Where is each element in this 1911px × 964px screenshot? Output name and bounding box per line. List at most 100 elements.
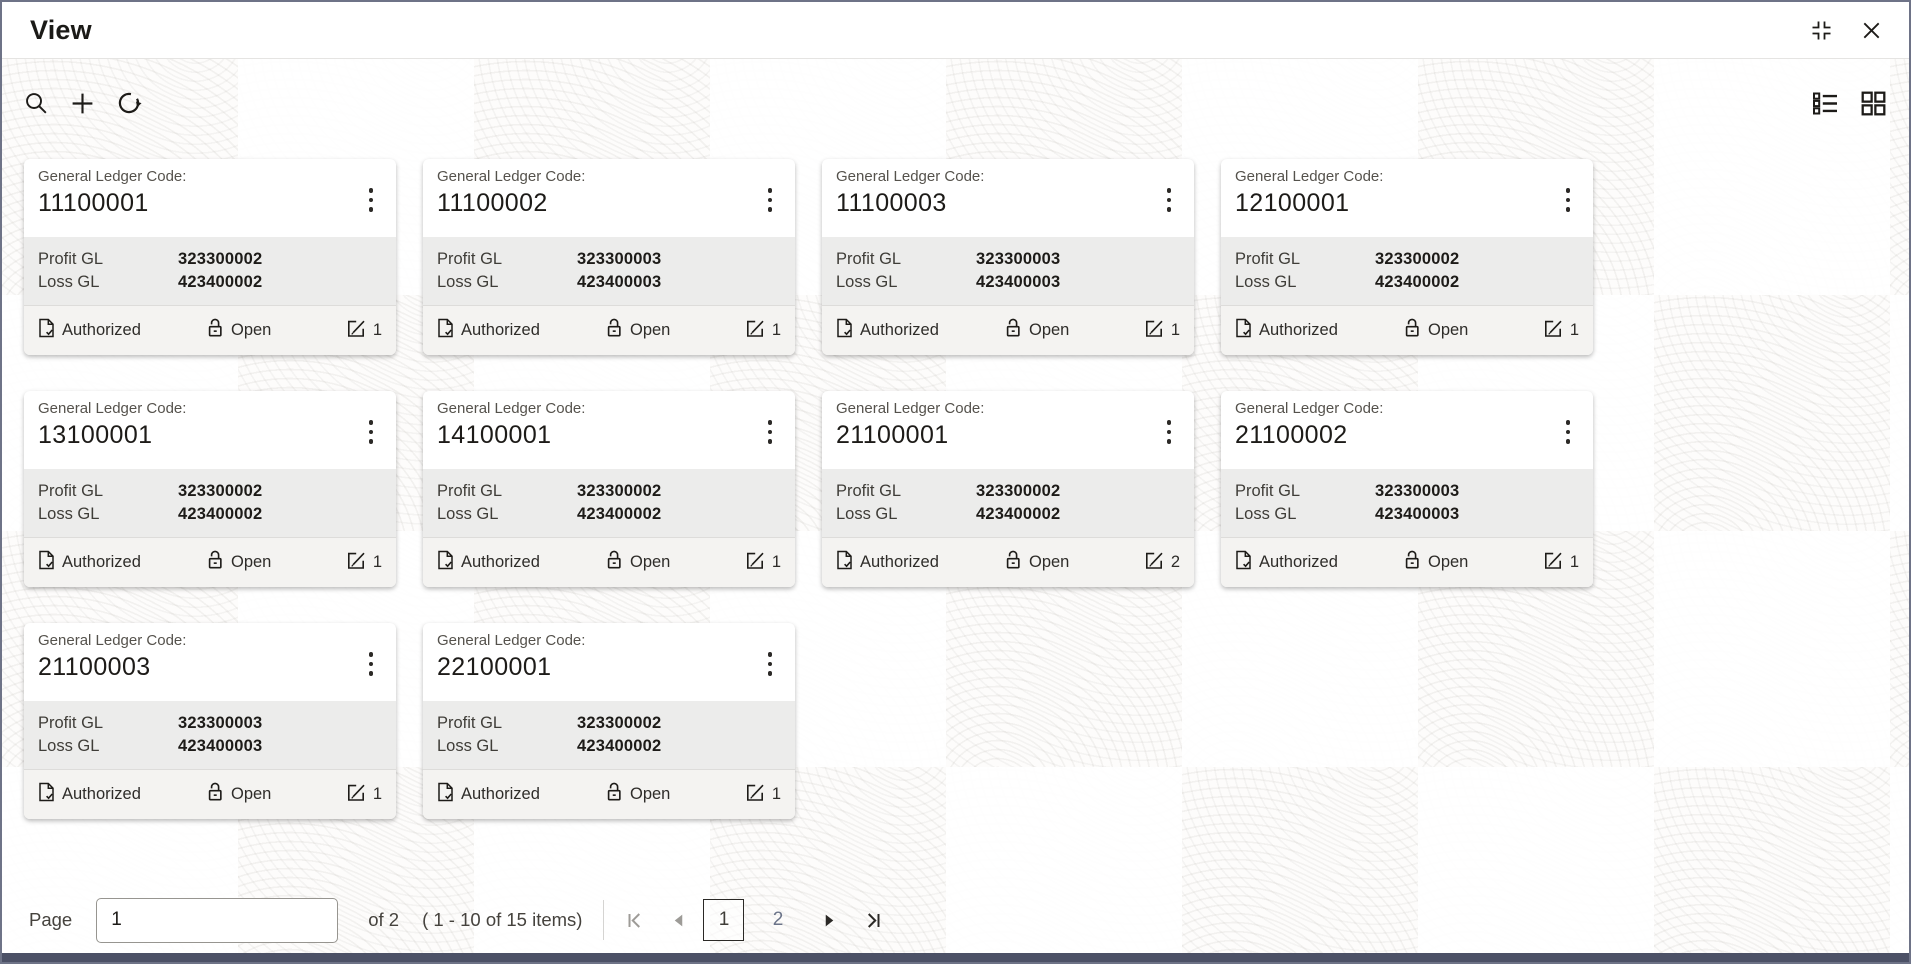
edit-count-value: 1 [372,321,382,339]
profit-gl-value: 323300002 [577,482,662,500]
edit-count-value: 1 [771,785,781,803]
authorized-document-check-icon [1235,550,1252,575]
card-kebab-menu-icon[interactable] [367,418,376,446]
edit-count: 1 [1543,318,1579,343]
gl-card-header: General Ledger Code: 14100001 [423,391,795,469]
card-kebab-menu-icon[interactable] [766,186,775,214]
record-status: Open [1403,550,1543,575]
gl-code-label: General Ledger Code: [38,632,187,649]
authorized-document-check-icon [38,782,55,807]
loss-gl-label: Loss GL [437,505,499,523]
gl-code-value: 11100001 [38,189,149,217]
page-title: View [30,14,92,45]
gl-card-footer: Authorized Open [423,305,795,355]
edit-pencil-icon [1543,318,1563,343]
loss-gl-value: 423400003 [178,737,263,755]
loss-gl-value: 423400002 [577,737,662,755]
gl-card-header: General Ledger Code: 11100002 [423,159,795,237]
authorization-status: Authorized [38,550,206,575]
edit-count-value: 1 [1569,321,1579,339]
authorization-status: Authorized [836,550,1004,575]
grid-view-icon[interactable] [1860,90,1887,117]
loss-gl-row: Loss GL 423400002 [437,735,781,758]
unlock-open-icon [206,550,224,575]
record-status-label: Open [630,785,671,803]
record-status-label: Open [231,785,272,803]
loss-gl-value: 423400002 [976,505,1061,523]
gl-code-label: General Ledger Code: [1235,168,1384,185]
authorization-status-label: Authorized [860,553,939,571]
profit-gl-value: 323300002 [178,250,263,268]
gl-code-value: 21100001 [836,421,949,449]
page-1-button[interactable]: 1 [703,899,745,941]
authorization-status-label: Authorized [1259,321,1338,339]
record-status-label: Open [630,553,671,571]
profit-gl-label: Profit GL [836,250,902,268]
card-kebab-menu-icon[interactable] [1564,186,1573,214]
record-status: Open [1403,318,1543,343]
add-icon[interactable] [69,90,96,117]
previous-page-icon[interactable] [666,908,690,932]
card-kebab-menu-icon[interactable] [1165,418,1174,446]
first-page-icon[interactable] [623,908,647,932]
close-icon[interactable] [1860,19,1883,42]
card-kebab-menu-icon[interactable] [766,418,775,446]
card-kebab-menu-icon[interactable] [1564,418,1573,446]
collapse-window-icon[interactable] [1809,18,1834,43]
pagination-bar: Page of 2 ( 1 - 10 of 15 items) 1 2 [29,895,884,945]
edit-count: 2 [1144,550,1180,575]
loss-gl-row: Loss GL 423400002 [38,271,382,294]
authorized-document-check-icon [1235,318,1252,343]
record-status: Open [1004,318,1144,343]
gl-card-header: General Ledger Code: 22100001 [423,623,795,701]
search-icon[interactable] [23,90,50,117]
gl-code-value: 22100001 [437,653,552,681]
loss-gl-value: 423400002 [1375,273,1460,291]
page-label: Page [29,909,73,930]
gl-card-details: Profit GL 323300002 Loss GL 423400002 [822,469,1194,537]
profit-gl-row: Profit GL 323300003 [437,248,781,271]
card-kebab-menu-icon[interactable] [367,186,376,214]
unlock-open-icon [605,550,623,575]
profit-gl-value: 323300003 [1375,482,1460,500]
edit-count-value: 1 [771,321,781,339]
authorization-status: Authorized [437,318,605,343]
card-kebab-menu-icon[interactable] [766,650,775,678]
gl-code-value: 12100001 [1235,189,1350,217]
loss-gl-row: Loss GL 423400003 [38,735,382,758]
authorized-document-check-icon [437,318,454,343]
edit-count: 1 [346,782,382,807]
next-page-icon[interactable] [817,908,841,932]
refresh-icon[interactable] [115,89,143,117]
gl-card-footer: Authorized Open [822,537,1194,587]
loss-gl-label: Loss GL [437,737,499,755]
record-status: Open [605,318,745,343]
page-number-input[interactable] [96,897,339,943]
loss-gl-label: Loss GL [1235,505,1297,523]
card-kebab-menu-icon[interactable] [1165,186,1174,214]
profit-gl-value: 323300002 [976,482,1061,500]
gl-code-label: General Ledger Code: [836,168,985,185]
edit-count-value: 1 [372,553,382,571]
loss-gl-value: 423400002 [178,273,263,291]
profit-gl-label: Profit GL [38,714,104,732]
gl-card-details: Profit GL 323300003 Loss GL 423400003 [822,237,1194,305]
card-kebab-menu-icon[interactable] [367,650,376,678]
edit-pencil-icon [745,550,765,575]
gl-card-footer: Authorized Open [24,537,396,587]
gl-card-footer: Authorized Open [24,769,396,819]
gl-code-label: General Ledger Code: [1235,400,1384,417]
gl-card-footer: Authorized Open [423,769,795,819]
unlock-open-icon [1004,550,1022,575]
edit-count-value: 1 [771,553,781,571]
authorized-document-check-icon [836,550,853,575]
profit-gl-row: Profit GL 323300002 [437,712,781,735]
titlebar-actions [1809,18,1883,43]
edit-pencil-icon [346,782,366,807]
page-2-button[interactable]: 2 [757,899,798,941]
last-page-icon[interactable] [860,908,884,932]
profit-gl-label: Profit GL [1235,482,1301,500]
record-status-label: Open [630,321,671,339]
list-view-icon[interactable] [1812,91,1839,116]
edit-pencil-icon [1543,550,1563,575]
